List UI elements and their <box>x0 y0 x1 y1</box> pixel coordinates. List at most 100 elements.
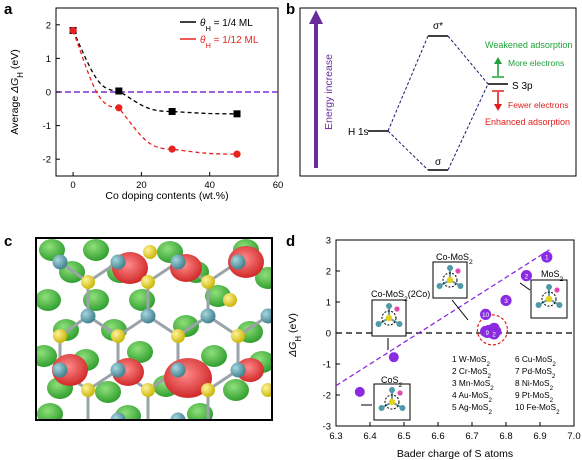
panel-d-point-number: 3 <box>504 298 508 305</box>
energy-increase-label: Energy increase <box>323 54 335 130</box>
panel-d-ytick-label: 0 <box>326 329 331 340</box>
panel-d-legend-entry: 10 Fe-MoS2 <box>515 402 560 416</box>
inset-mo-atom <box>389 387 395 393</box>
molybdenum-atom <box>200 308 216 324</box>
panel-d-point <box>488 328 500 340</box>
inset-mo-atom <box>535 302 542 308</box>
inset-s-atom <box>385 314 393 322</box>
green-charge-lobe <box>36 289 61 311</box>
sulfur-atom <box>201 275 215 289</box>
inset-active-site <box>442 272 458 288</box>
panel-label-a: a <box>4 1 13 18</box>
panel-d-xtick-label: 6.7 <box>465 431 478 442</box>
sulfur-atom <box>223 293 237 307</box>
inset-mo-atom <box>546 284 552 290</box>
inset-dopant-atom <box>394 306 400 312</box>
panel-a-legend-label: θH = 1/12 ML <box>200 35 259 50</box>
green-charge-lobe <box>127 341 153 363</box>
panel-d-ytick-label: -3 <box>323 422 331 433</box>
panel-d-xtick-label: 6.4 <box>363 431 376 442</box>
energy-arrow-head <box>309 10 323 24</box>
inset-s-atom <box>446 276 454 284</box>
inset-active-site <box>384 394 400 410</box>
panel-d-point <box>520 270 533 282</box>
panel-b-diagram: Energy increase H 1s σ* σ S 3p More elec… <box>299 7 577 177</box>
panel-d-ytick-label: -2 <box>323 391 331 402</box>
label-co-mos2: Co-MoS2 <box>436 252 473 266</box>
h1s-label: H 1s <box>348 127 369 138</box>
panel-d-legend-entry: 1 W-MoS2 <box>452 354 490 368</box>
molybdenum-atom <box>230 254 246 270</box>
inset-pointer <box>519 282 531 291</box>
panel-a-ytick-label: 1 <box>46 54 51 65</box>
sulfur-atom <box>111 329 125 343</box>
panel-d-point-number: 2 <box>525 273 529 280</box>
panel-a-point-square <box>115 87 123 95</box>
green-charge-lobe <box>83 239 109 261</box>
sulfur-atom <box>201 383 215 397</box>
molybdenum-atom <box>52 254 68 270</box>
molybdenum-atom <box>170 254 186 270</box>
green-arrow-head <box>494 57 502 64</box>
panel-label-c: c <box>4 233 12 250</box>
inset-mo-atom <box>375 321 382 327</box>
panel-label-d: d <box>286 233 295 250</box>
weakened-adsorption-label: Weakened adsorption <box>485 40 572 50</box>
red-charge-lobe <box>236 358 264 382</box>
inset-mo-atom <box>386 303 392 309</box>
green-charge-lobe <box>201 345 227 367</box>
inset-s-atom <box>545 295 553 303</box>
panel-d-point <box>480 308 492 320</box>
orbital-connectors <box>387 35 489 171</box>
panel-d-legend-entry: 3 Mn-MoS2 <box>452 378 494 392</box>
green-charge-lobe <box>37 403 63 420</box>
panel-c-frame <box>35 237 273 421</box>
panel-d-legend-entry: 2 Cr-MoS2 <box>452 366 492 380</box>
cluster-highlight-circle <box>476 314 508 346</box>
panel-d-point-number: 2 <box>492 332 496 339</box>
panel-d-xtick-label: 6.8 <box>499 431 512 442</box>
sulfur-atom <box>171 329 185 343</box>
inset-mo-atom <box>396 321 403 327</box>
panel-d-xtick-label: 6.3 <box>329 431 342 442</box>
panel-label-b: b <box>286 1 295 18</box>
panel-a-legend-label: θH = 1/4 ML <box>200 18 253 33</box>
panel-a-point-square <box>233 110 241 118</box>
sulfur-atom <box>143 245 157 259</box>
molybdenum-atom <box>80 308 96 324</box>
panel-a-xlabel: Co doping contents (wt.%) <box>105 190 228 202</box>
panel-a-point-square <box>168 107 176 115</box>
panel-c-charge-density <box>35 237 273 421</box>
sigma-star-label: σ* <box>433 21 443 32</box>
panel-a-ylabel: Average ΔGH (eV) <box>9 49 25 135</box>
sulfur-atom <box>81 383 95 397</box>
panel-a-point-circle <box>233 150 241 158</box>
panel-a-ytick-label: -2 <box>43 155 51 166</box>
molybdenum-atom <box>110 412 126 420</box>
inset-dopant-atom <box>455 268 461 274</box>
sulfur-atom <box>53 329 67 343</box>
panel-d-point <box>541 251 553 263</box>
panel-a-series-curve <box>72 30 238 115</box>
molybdenum-atom <box>170 362 186 378</box>
green-charge-lobe <box>129 289 155 311</box>
label-cos2: CoS2 <box>381 375 403 389</box>
panel-d-legend-entry: 4 Au-MoS2 <box>452 390 492 404</box>
panel-d-xtick-label: 7.0 <box>567 431 580 442</box>
s3p-label: S 3p <box>512 81 533 92</box>
panel-d-ytick-label: 2 <box>326 267 331 278</box>
panel-a-point-circle <box>69 26 77 35</box>
green-charge-lobe <box>95 381 121 403</box>
panel-a-xtick-label: 0 <box>70 180 75 191</box>
panel-d-xtick-label: 6.9 <box>533 431 546 442</box>
molybdenum-atom <box>110 362 126 378</box>
panel-d-xtick-label: 6.6 <box>431 431 444 442</box>
sulfur-atom <box>141 383 155 397</box>
inset-mo-atom <box>556 302 563 308</box>
inset-s-atom <box>388 398 396 406</box>
panel-a-xtick-label: 40 <box>204 180 215 191</box>
panel-a-series-curve <box>72 30 238 155</box>
panel-d-chart: 6.3 6.4 6.5 6.6 6.7 6.8 6.9 7.0 -3 -2 -1 0 1 2 3 CoS2 C… <box>287 236 581 460</box>
inset-dopant-atom <box>554 287 560 293</box>
